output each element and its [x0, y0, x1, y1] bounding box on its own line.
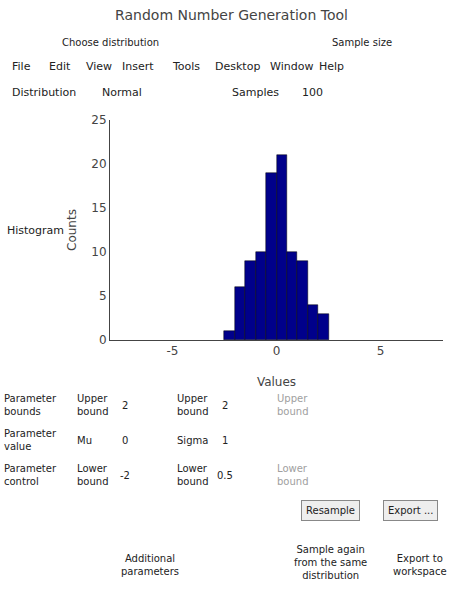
svg-text:Edit: Edit [49, 60, 71, 73]
svg-text:Normal: Normal [102, 86, 142, 99]
svg-text:Export toworkspace: Export toworkspace [393, 553, 447, 577]
svg-text:1: 1 [222, 435, 228, 446]
svg-text:0.5: 0.5 [217, 470, 233, 481]
svg-text:Sample againfrom the samedistr: Sample againfrom the samedistribution [294, 544, 367, 581]
svg-text:Values: Values [257, 375, 296, 389]
svg-text:0: 0 [122, 435, 128, 446]
svg-text:Tools: Tools [172, 60, 200, 73]
svg-text:Desktop: Desktop [215, 60, 260, 73]
svg-text:Window: Window [270, 60, 313, 73]
svg-text:Export ...: Export ... [388, 505, 433, 516]
svg-text:Parametervalue: Parametervalue [4, 428, 57, 452]
svg-text:100: 100 [302, 86, 323, 99]
svg-text:Sigma: Sigma [177, 435, 208, 446]
svg-text:2: 2 [122, 400, 128, 411]
svg-text:View: View [86, 60, 112, 73]
svg-text:Upperbound: Upperbound [177, 393, 209, 417]
svg-text:Random Number Generation Tool: Random Number Generation Tool [115, 7, 348, 23]
svg-text:Upperbound: Upperbound [277, 393, 309, 417]
svg-text:Distribution: Distribution [12, 86, 76, 99]
svg-text:-5: -5 [166, 344, 178, 358]
svg-text:Parametercontrol: Parametercontrol [4, 463, 57, 487]
svg-text:Histogram: Histogram [7, 224, 64, 237]
svg-text:Choose distribution: Choose distribution [62, 37, 159, 48]
svg-text:Insert: Insert [122, 60, 154, 73]
svg-text:Samples: Samples [232, 86, 279, 99]
svg-text:Additionalparameters: Additionalparameters [121, 553, 179, 577]
svg-text:Sample size: Sample size [332, 37, 392, 48]
svg-text:Lowerbound: Lowerbound [277, 463, 309, 487]
svg-text:20: 20 [91, 157, 106, 171]
svg-text:-2: -2 [120, 470, 130, 481]
svg-text:0: 0 [273, 344, 281, 358]
svg-text:Lowerbound: Lowerbound [177, 463, 209, 487]
svg-text:Parameterbounds: Parameterbounds [4, 393, 57, 417]
svg-text:25: 25 [91, 113, 106, 127]
svg-text:5: 5 [377, 344, 385, 358]
svg-text:0: 0 [99, 333, 107, 347]
svg-text:Mu: Mu [77, 435, 92, 446]
svg-text:File: File [12, 60, 31, 73]
svg-text:Counts: Counts [65, 209, 79, 251]
svg-text:Lowerbound: Lowerbound [77, 463, 109, 487]
svg-text:Resample: Resample [306, 505, 355, 516]
svg-text:5: 5 [99, 289, 107, 303]
svg-text:Help: Help [319, 60, 344, 73]
svg-text:2: 2 [222, 400, 228, 411]
svg-text:15: 15 [91, 201, 106, 215]
svg-text:Upperbound: Upperbound [77, 393, 109, 417]
svg-text:10: 10 [91, 245, 106, 259]
